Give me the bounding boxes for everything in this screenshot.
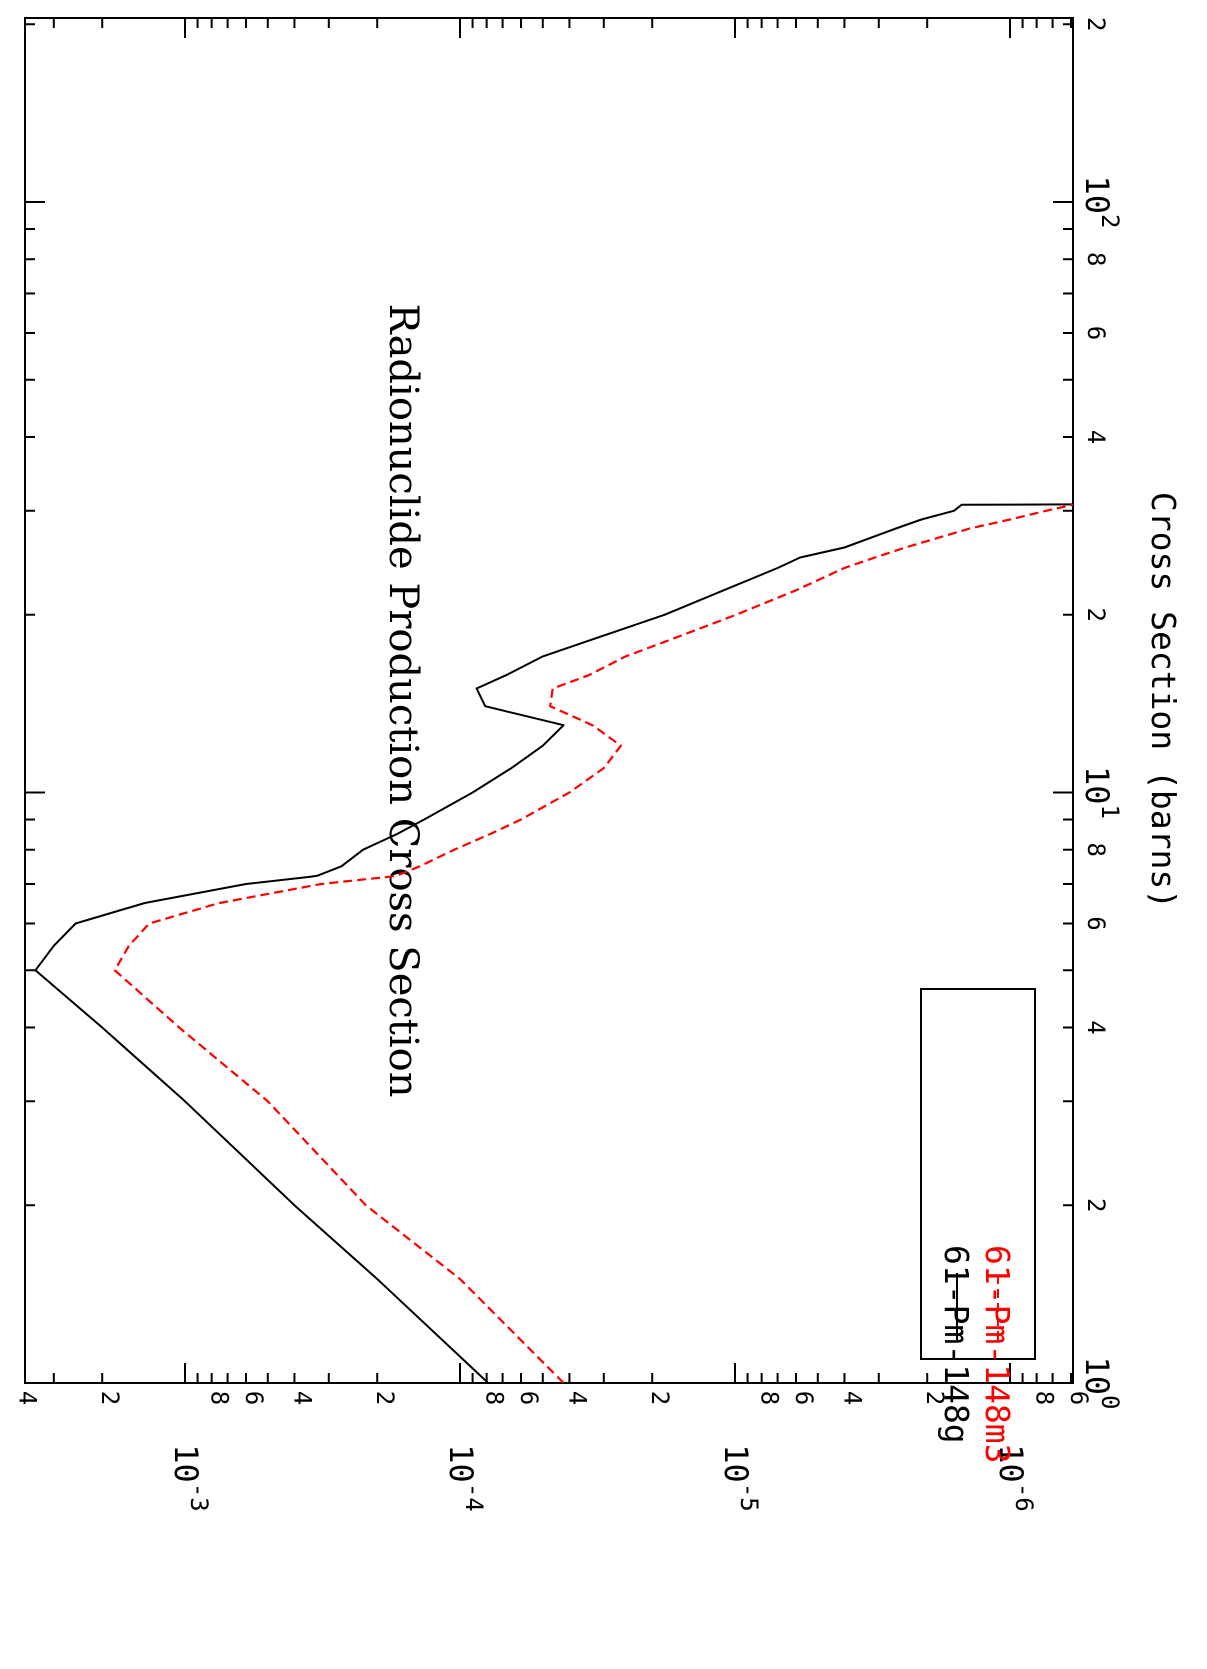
y-tick-label: 6 <box>515 1391 543 1405</box>
y-major-tick-label: 10-5 <box>717 1444 763 1511</box>
legend-box <box>920 988 1036 1360</box>
series-line-61-pm-148m3 <box>113 503 1074 1384</box>
axis-ticks <box>25 18 1073 1384</box>
x-major-tick-label: 101 <box>1078 766 1124 819</box>
y-tick-label: 8 <box>206 1391 234 1405</box>
y-tick-label: 8 <box>481 1391 509 1405</box>
series-line-61-pm-148g <box>34 503 1074 1384</box>
x-tick-label: 2 <box>1082 1198 1110 1212</box>
plot-frame <box>24 17 1074 1384</box>
y-tick-label: 2 <box>921 1391 949 1405</box>
legend: 61-Pm-148g 61-Pm-148m3 <box>920 988 1036 1464</box>
x-tick-label: 8 <box>1082 842 1110 856</box>
y-tick-label: 6 <box>1065 1391 1093 1405</box>
x-tick-label: 2 <box>1082 608 1110 622</box>
y-tick-label: 8 <box>756 1391 784 1405</box>
y-tick-label: 4 <box>288 1391 316 1405</box>
y-tick-label: 8 <box>1031 1391 1059 1405</box>
y-major-tick-label: 10-4 <box>442 1444 488 1511</box>
x-major-tick-label: 102 <box>1078 176 1124 229</box>
y-axis-label: Cross Section (barns) <box>1144 492 1183 909</box>
x-tick-label: 6 <box>1082 326 1110 340</box>
y-tick-label: 4 <box>13 1391 41 1405</box>
y-tick-label: 4 <box>563 1391 591 1405</box>
legend-label-61-pm-148g: 61-Pm-148g <box>937 1245 976 1444</box>
y-tick-label: 6 <box>790 1391 818 1405</box>
x-tick-label: 6 <box>1082 916 1110 930</box>
x-tick-label: 4 <box>1082 1020 1110 1034</box>
y-tick-label: 2 <box>371 1391 399 1405</box>
y-tick-label: 2 <box>96 1391 124 1405</box>
y-major-tick-label: 10-6 <box>992 1444 1038 1511</box>
y-tick-label: 4 <box>838 1391 866 1405</box>
chart-title: Radionuclide Production Cross Section <box>380 304 426 1098</box>
legend-label-61-pm-148m3: 61-Pm-148m3 <box>978 1245 1017 1464</box>
x-tick-label: 4 <box>1082 430 1110 444</box>
series-layer <box>34 503 1074 1384</box>
x-tick-label: 8 <box>1082 252 1110 266</box>
y-major-tick-label: 10-3 <box>167 1444 213 1511</box>
y-tick-label: 6 <box>240 1391 268 1405</box>
chart-title-wrap: Radionuclide Production Cross Section <box>380 304 426 1098</box>
y-tick-label: 2 <box>646 1391 674 1405</box>
x-tick-label: 2 <box>1082 17 1110 31</box>
y-axis-label-wrap: Cross Section (barns) <box>1144 492 1183 909</box>
x-major-tick-label: 100 <box>1078 1357 1124 1410</box>
